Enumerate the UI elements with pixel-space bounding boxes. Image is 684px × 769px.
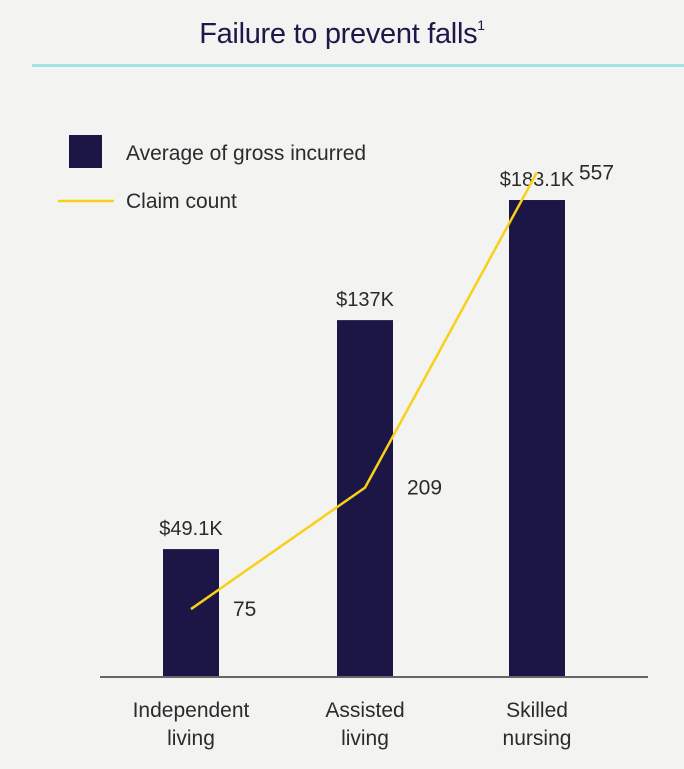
bar-value-label-1: $137K (336, 289, 394, 311)
x-tick-label-line: Independent (132, 699, 250, 722)
x-tick-label-0: Independent living (111, 697, 271, 753)
line-value-label-2: 557 (579, 161, 614, 184)
x-tick-label-1: Assisted living (285, 697, 445, 753)
x-tick-label-line: Assisted (325, 699, 405, 722)
x-tick-label-line: living (341, 727, 389, 750)
legend-bar-swatch (69, 135, 102, 168)
title-underline (32, 64, 684, 67)
line-value-label-0: 75 (233, 598, 256, 621)
chart-title: Failure to prevent falls1 (199, 17, 485, 50)
bar-0 (163, 549, 219, 677)
x-tick-label-2: Skilled nursing (457, 697, 617, 753)
x-tick-label-line: nursing (502, 727, 572, 750)
claim-count-line (190, 171, 539, 611)
legend-line-label: Claim count (126, 190, 237, 213)
legend-bar-label: Average of gross incurred (126, 142, 366, 165)
x-tick-label-line: living (167, 727, 215, 750)
x-tick-label-line: Skilled (506, 699, 568, 722)
bar-value-label-0: $49.1K (159, 518, 223, 540)
title-footnote-marker: 1 (477, 17, 485, 34)
bar-value-label-2: $183.1K (500, 169, 575, 191)
bar-2 (509, 200, 565, 677)
line-value-label-1: 209 (407, 477, 442, 500)
bar-1 (337, 320, 393, 677)
